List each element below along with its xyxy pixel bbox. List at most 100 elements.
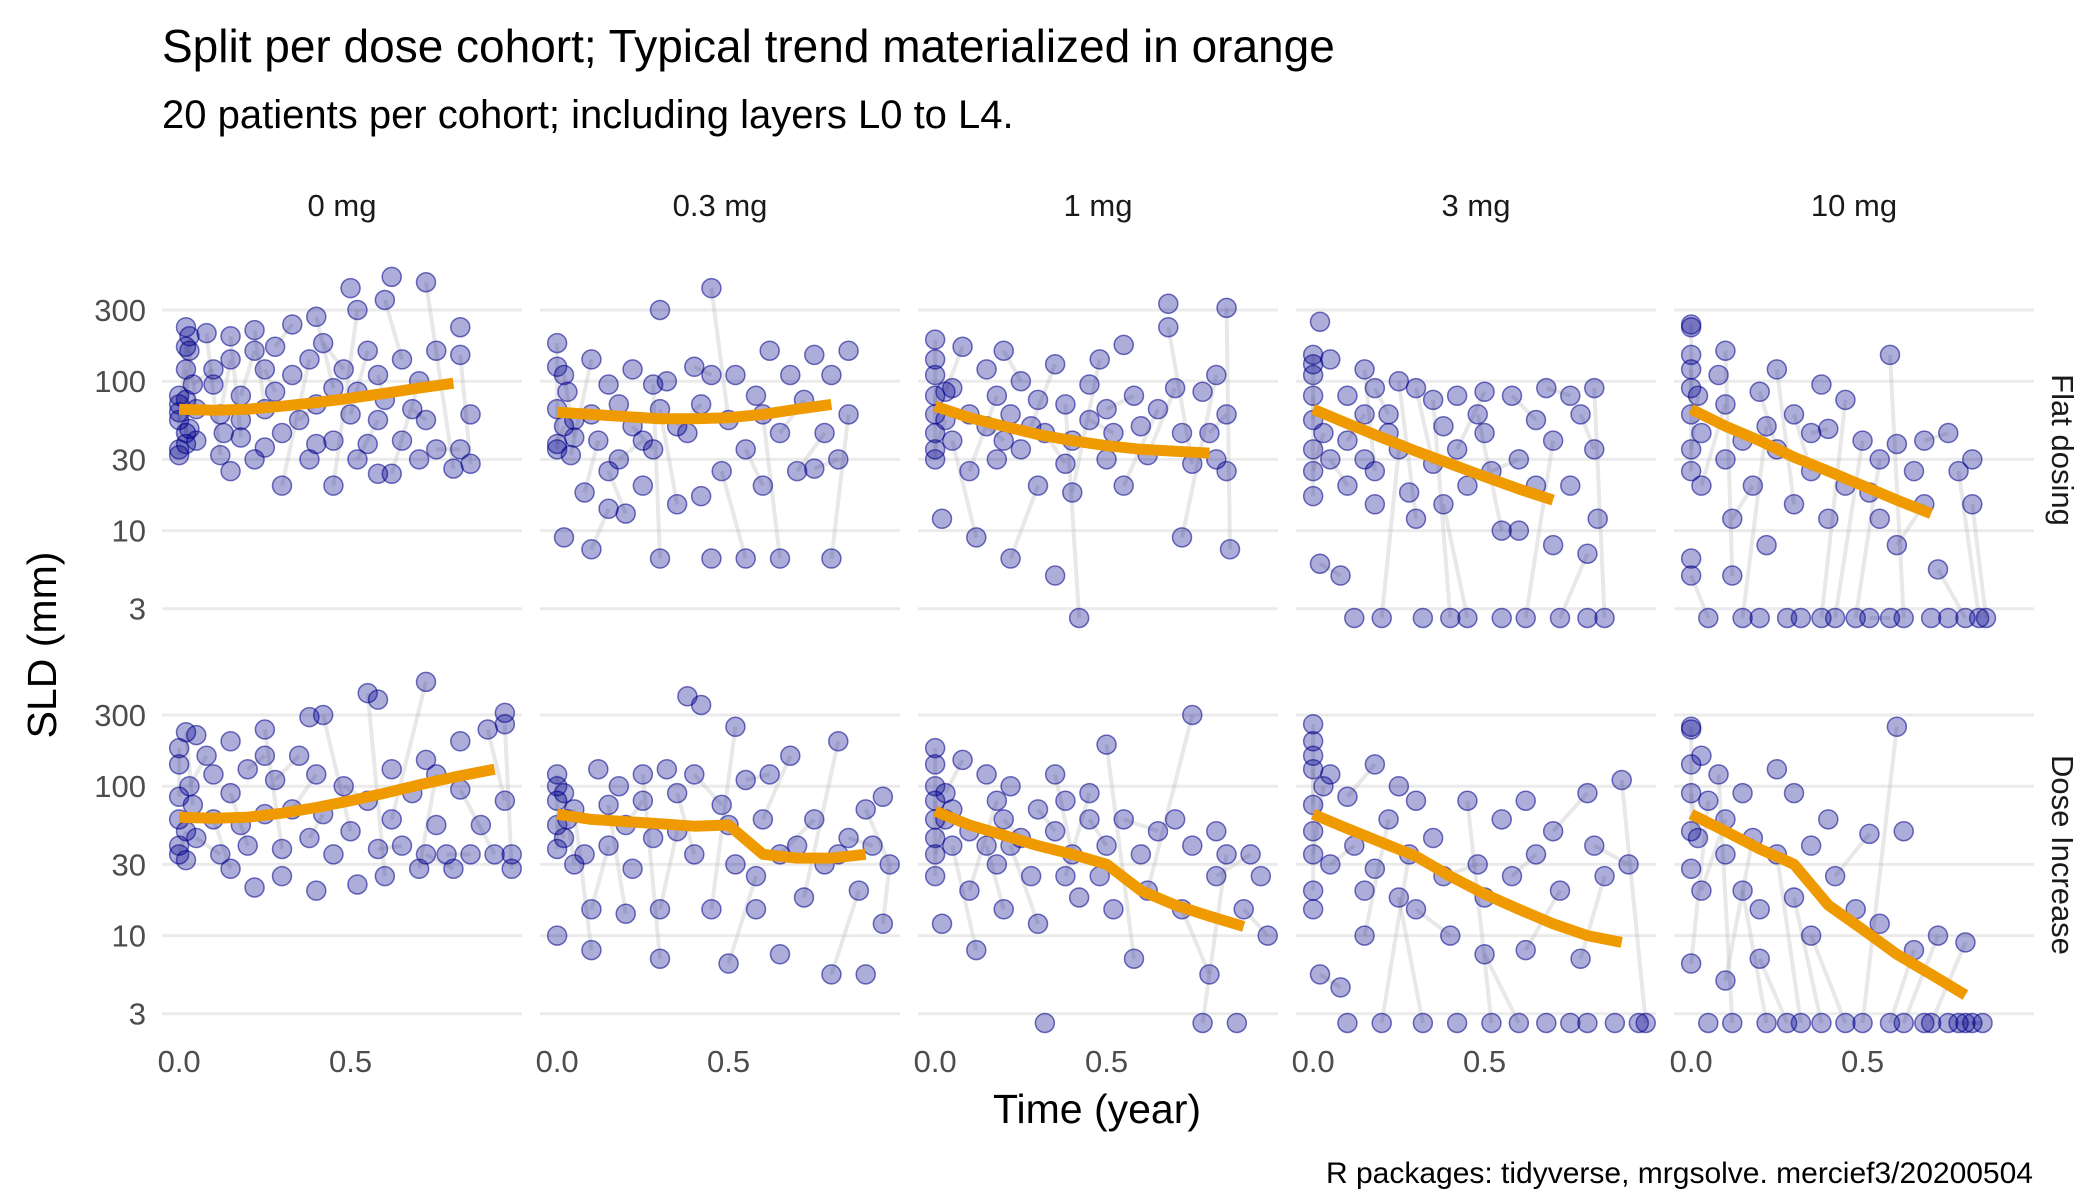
data-point [838, 404, 859, 425]
data-point [1337, 786, 1358, 808]
patient-line [1558, 552, 1590, 619]
data-point [264, 336, 286, 358]
patient-line [355, 419, 380, 461]
data-point [924, 364, 946, 386]
data-point [581, 349, 602, 370]
patient-line [967, 800, 999, 892]
patient-line [692, 773, 724, 807]
patient-line [943, 759, 965, 794]
facet-column-label: 0.3 mg [673, 188, 768, 223]
data-point [450, 439, 471, 460]
x-tick-label: 0.0 [1292, 1044, 1335, 1079]
data-point [1337, 430, 1358, 451]
data-point [608, 449, 630, 470]
data-point [1123, 385, 1145, 406]
data-point [1570, 404, 1591, 425]
patient-line [273, 754, 301, 782]
data-point [1570, 948, 1591, 969]
patient-line [1088, 418, 1115, 435]
patient-line [967, 395, 999, 472]
x-tick-label: 0.0 [536, 1044, 579, 1079]
data-point [649, 899, 671, 920]
data-point [179, 340, 200, 361]
data-point [1147, 398, 1169, 420]
data-point [780, 364, 801, 386]
data-point [1457, 475, 1478, 496]
data-point [966, 527, 987, 548]
data-point [942, 835, 963, 856]
data-point [1388, 370, 1410, 392]
data-point [1044, 820, 1066, 842]
patient-line [760, 414, 782, 559]
patient-line [658, 408, 680, 505]
data-point [656, 370, 678, 392]
data-point [752, 475, 774, 496]
data-point [1354, 925, 1375, 946]
data-point [1302, 364, 1324, 386]
data-point [1584, 377, 1605, 399]
data-point [1611, 769, 1632, 791]
data-point [254, 437, 276, 458]
data-point [1096, 835, 1117, 856]
data-point [210, 444, 231, 466]
data-point [1206, 364, 1227, 386]
data-point [1398, 482, 1420, 503]
data-point [1536, 377, 1557, 399]
data-point [1096, 398, 1117, 420]
data-point [804, 809, 825, 830]
data-point [426, 814, 447, 836]
data-point [340, 404, 361, 425]
patient-line [761, 754, 793, 821]
data-point [872, 913, 894, 935]
patient-line [1901, 934, 1940, 1024]
data-point [179, 326, 200, 347]
data-point [560, 444, 582, 466]
data-point [494, 790, 516, 811]
data-point [1302, 899, 1324, 920]
data-point [1250, 865, 1272, 887]
data-point [1869, 449, 1890, 470]
data-point [1715, 449, 1736, 470]
data-point [1344, 607, 1365, 629]
data-point [924, 827, 946, 849]
data-point [1903, 460, 1925, 482]
data-point [1708, 764, 1729, 785]
data-point [952, 749, 973, 771]
data-point [460, 404, 481, 425]
data-point [1354, 404, 1375, 425]
data-point [632, 430, 654, 451]
data-point [821, 964, 842, 985]
data-point [684, 356, 705, 378]
y-tick-label: 100 [94, 769, 146, 804]
data-point [1811, 1012, 1832, 1034]
data-point [588, 758, 609, 780]
data-point [1062, 482, 1083, 503]
data-point [1302, 460, 1324, 482]
data-point [598, 374, 619, 395]
patient-line [1328, 458, 1350, 487]
data-point [838, 827, 859, 849]
data-point [1457, 607, 1478, 629]
data-point [347, 299, 368, 321]
patient-line [1740, 890, 1769, 1024]
data-point [1474, 944, 1495, 965]
data-point [838, 340, 859, 361]
patient-line [1145, 714, 1195, 892]
data-point [1313, 775, 1334, 797]
data-point [1422, 827, 1444, 849]
trend-line [1310, 404, 1555, 506]
patient-line [1482, 953, 1521, 1024]
data-point [264, 769, 286, 791]
patient-line [187, 754, 209, 788]
data-point [1474, 381, 1495, 403]
data-point [1938, 607, 1959, 629]
patient-line [631, 424, 655, 451]
data-point [1491, 520, 1512, 541]
data-point [942, 377, 963, 399]
data-point [759, 340, 780, 361]
patient-line [606, 470, 628, 515]
data-point [993, 340, 1014, 361]
data-point [1783, 404, 1805, 425]
data-point [1020, 865, 1042, 887]
data-point [1508, 1012, 1530, 1034]
